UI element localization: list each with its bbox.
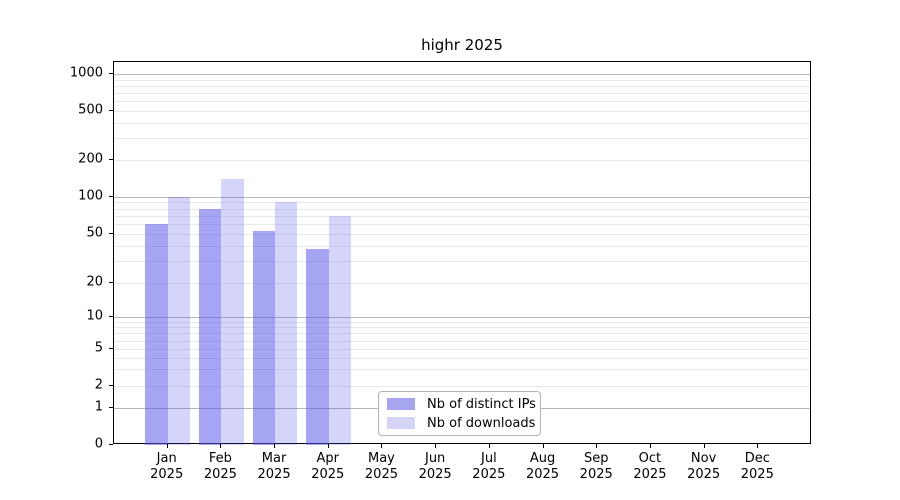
legend-label: Nb of distinct IPs	[427, 396, 536, 412]
gridline-minor	[114, 357, 810, 359]
bar-downloads-feb	[221, 178, 244, 445]
x-tick-mark	[542, 444, 544, 448]
y-tick-label: 10	[86, 308, 103, 324]
y-tick-label: 200	[78, 151, 103, 167]
gridline-minor	[114, 86, 810, 88]
y-tick-mark	[109, 406, 113, 408]
bar-downloads-jan	[167, 196, 191, 445]
legend-item-distinct-ips: Nb of distinct IPs	[387, 396, 536, 412]
x-tick-mark	[435, 444, 437, 448]
gridline-major	[114, 74, 810, 76]
y-tick-mark	[109, 195, 113, 197]
gridline-minor	[114, 261, 810, 263]
gridline-minor	[114, 245, 810, 247]
x-tick-label-oct: Oct 2025	[633, 451, 667, 482]
bar-downloads-apr	[328, 215, 352, 445]
legend-label: Nb of downloads	[427, 415, 536, 431]
legend: Nb of distinct IPs Nb of downloads	[378, 391, 541, 436]
x-tick-mark	[166, 444, 168, 448]
x-tick-mark	[757, 444, 759, 448]
y-tick-label: 5	[94, 340, 103, 356]
y-tick-mark	[109, 233, 113, 234]
legend-swatch-distinct-ips	[387, 398, 415, 410]
gridline-minor	[114, 138, 810, 140]
x-tick-label-jul: Jul 2025	[472, 451, 506, 482]
y-tick-label: 1	[94, 399, 103, 415]
gridline-minor	[114, 321, 810, 323]
x-tick-mark	[649, 444, 651, 448]
y-tick-label: 1000	[69, 65, 103, 81]
gridline-minor	[114, 208, 810, 210]
y-tick-mark	[109, 384, 113, 386]
y-tick-mark	[109, 110, 113, 112]
bar-distinct-ips-jan	[145, 224, 168, 445]
gridline-minor	[114, 122, 810, 124]
x-tick-label-nov: Nov 2025	[687, 451, 721, 482]
legend-item-downloads: Nb of downloads	[387, 415, 536, 431]
x-tick-mark	[703, 444, 705, 448]
gridline-major	[114, 196, 810, 198]
x-tick-label-jan: Jan 2025	[150, 451, 184, 482]
x-tick-label-jun: Jun 2025	[418, 451, 452, 482]
y-tick-label: 500	[78, 102, 103, 118]
gridline-minor	[114, 234, 810, 235]
y-tick-label: 20	[86, 274, 103, 290]
y-tick-mark	[109, 73, 113, 75]
x-tick-mark	[381, 444, 383, 448]
x-tick-label-mar: Mar 2025	[257, 451, 291, 482]
gridline-minor	[114, 385, 810, 387]
gridline-minor	[114, 224, 810, 226]
gridline-minor	[114, 202, 810, 204]
y-tick-label: 50	[86, 225, 103, 241]
x-tick-label-feb: Feb 2025	[203, 451, 237, 482]
gridline-minor	[114, 79, 810, 81]
x-tick-mark	[220, 444, 222, 448]
gridline-minor	[114, 348, 810, 350]
gridline-minor	[114, 101, 810, 103]
x-tick-mark	[488, 444, 490, 448]
legend-swatch-downloads	[387, 417, 415, 429]
plot-area	[113, 61, 811, 445]
chart-title: highr 2025	[421, 36, 503, 54]
gridline-minor	[114, 111, 810, 113]
x-tick-label-may: May 2025	[364, 451, 398, 482]
gridline-minor	[114, 93, 810, 95]
gridline-minor	[114, 333, 810, 335]
y-tick-label: 100	[78, 188, 103, 204]
y-tick-label: 0	[94, 436, 103, 452]
y-tick-mark	[109, 444, 113, 445]
gridline-minor	[114, 327, 810, 329]
x-tick-mark	[327, 444, 329, 448]
gridline-minor	[114, 369, 810, 371]
bar-distinct-ips-mar	[252, 230, 276, 445]
x-tick-label-dec: Dec 2025	[740, 451, 774, 482]
x-tick-mark	[596, 444, 598, 448]
bar-distinct-ips-apr	[306, 248, 329, 445]
x-tick-label-apr: Apr 2025	[311, 451, 345, 482]
gridline-minor	[114, 340, 810, 342]
bar-downloads-mar	[275, 201, 298, 445]
gridline-major	[114, 317, 810, 318]
gridline-minor	[114, 160, 810, 161]
y-tick-mark	[109, 316, 113, 317]
y-tick-mark	[109, 281, 113, 283]
x-tick-label-aug: Aug 2025	[525, 451, 560, 482]
bar-distinct-ips-feb	[198, 208, 222, 445]
y-tick-mark	[109, 159, 113, 160]
gridline-minor	[114, 282, 810, 284]
gridline-minor	[114, 215, 810, 217]
y-tick-mark	[109, 347, 113, 349]
y-tick-label: 2	[94, 377, 103, 393]
x-tick-label-sep: Sep 2025	[579, 451, 613, 482]
x-tick-mark	[274, 444, 276, 448]
